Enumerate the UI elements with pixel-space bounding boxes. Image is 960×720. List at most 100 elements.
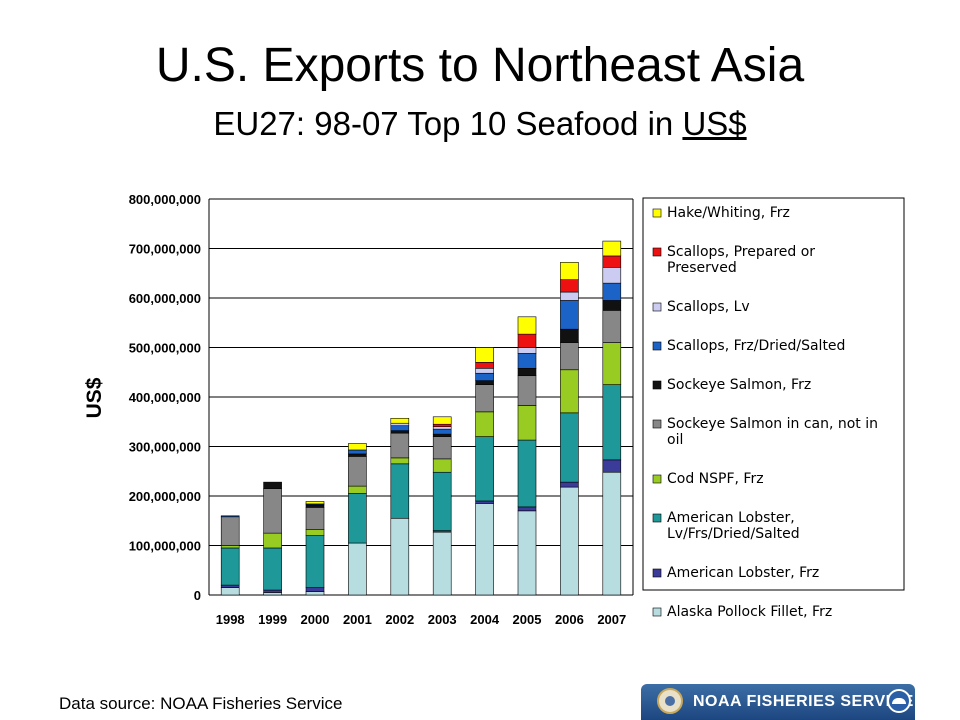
- x-tick-label: 2005: [513, 612, 542, 627]
- legend-label: Sockeye Salmon in can, not in oil: [667, 416, 878, 448]
- subtitle-currency: US$: [682, 105, 747, 142]
- bar-segment: [602, 384, 622, 461]
- legend-swatch: [652, 302, 662, 312]
- bar-segment: [517, 347, 537, 354]
- bar-segment: [305, 535, 325, 588]
- bar-segment: [517, 333, 537, 348]
- bar-segment: [263, 488, 282, 534]
- bar-segment: [560, 328, 579, 343]
- y-tick-label: 200,000,000: [129, 489, 201, 504]
- bar-segment: [390, 422, 410, 427]
- bar-segment: [602, 300, 622, 311]
- bar-segment: [475, 367, 494, 374]
- y-tick-label: 600,000,000: [129, 291, 201, 306]
- bar-segment: [220, 584, 240, 588]
- x-tick-label: 2007: [597, 612, 626, 627]
- legend-label: Scallops, Frz/Dried/Salted: [667, 338, 845, 354]
- x-axis-ticks: 1998 1999 2000 2001 2002 2003 2004 2005 2006 2007: [216, 612, 627, 627]
- y-axis-ticks: 0 100,000,000 200,000,000 300,000,000 400,00…: [129, 192, 201, 603]
- bar-segment: [348, 485, 367, 494]
- bar-segment: [517, 510, 537, 596]
- legend-swatch: [652, 513, 662, 523]
- bar-segment: [560, 279, 579, 293]
- legend-label: Scallops, Prepared or Preserved: [667, 244, 815, 276]
- bar-segment: [560, 342, 579, 371]
- bar-segment: [432, 426, 452, 430]
- bar-segment: [432, 531, 452, 596]
- bar-segment: [220, 547, 240, 586]
- noaa-logo-icon: [887, 689, 911, 713]
- bar-segment: [517, 353, 537, 369]
- legend-swatch: [652, 208, 662, 218]
- bar-segment: [348, 453, 367, 457]
- bar-segment: [475, 380, 494, 385]
- bar-segment: [305, 504, 325, 508]
- bar-segment: [475, 384, 494, 413]
- legend-swatch: [652, 568, 662, 578]
- legend-swatch: [652, 419, 662, 429]
- x-tick-label: 2000: [301, 612, 330, 627]
- data-source-note: Data source: NOAA Fisheries Service: [59, 694, 343, 713]
- bar-segment: [390, 417, 410, 424]
- bar-segment: [602, 459, 622, 473]
- legend-label: Alaska Pollock Fillet, Frz: [667, 604, 832, 620]
- bar-segment: [220, 516, 240, 546]
- x-tick-label: 2004: [470, 612, 500, 627]
- bar-segment: [305, 501, 325, 505]
- bar-segment: [602, 342, 622, 385]
- bar-segment: [475, 362, 494, 369]
- bar-segment: [602, 240, 622, 257]
- bar-segment: [560, 291, 579, 301]
- bar-segment: [432, 433, 452, 437]
- bar-segment: [348, 449, 367, 455]
- bar-segment: [390, 457, 410, 465]
- bar-segment: [560, 262, 579, 280]
- legend-swatch: [652, 607, 662, 617]
- subtitle-prefix: EU27: 98-07 Top 10 Seafood in: [213, 105, 683, 142]
- x-tick-label: 2002: [385, 612, 414, 627]
- bar-segment: [432, 471, 452, 531]
- bar-segment: [305, 591, 325, 596]
- bar-segment: [220, 587, 240, 596]
- y-axis-title: US$: [83, 377, 106, 418]
- commerce-seal-icon: [657, 688, 683, 714]
- bar-segment: [390, 430, 410, 434]
- legend-label: American Lobster, Lv/Frs/Dried/Salted: [667, 510, 800, 542]
- bar-segment: [432, 458, 452, 473]
- bar-segment: [432, 416, 452, 425]
- bar-segment: [560, 300, 579, 330]
- legend-swatch: [652, 341, 662, 351]
- bar-segment: [475, 411, 494, 437]
- y-tick-label: 800,000,000: [129, 192, 201, 207]
- bar-segment: [305, 587, 325, 592]
- legend-box: [642, 197, 905, 591]
- y-tick-label: 700,000,000: [129, 242, 201, 257]
- bar-segment: [517, 375, 537, 406]
- legend-label: Scallops, Lv: [667, 299, 750, 315]
- legend-label: Sockeye Salmon, Frz: [667, 377, 811, 393]
- bar-segment: [560, 369, 579, 414]
- legend-label: Hake/Whiting, Frz: [667, 205, 790, 221]
- bar-segment: [432, 428, 452, 435]
- bar-segment: [602, 255, 622, 268]
- bar-segment: [517, 439, 537, 508]
- bar-segment: [517, 405, 537, 441]
- bar-segment: [305, 529, 325, 536]
- bar-segment: [348, 443, 367, 451]
- noaa-banner: NOAA FISHERIES SERVICE: [641, 684, 915, 720]
- legend-swatch: [652, 247, 662, 257]
- bar-segment: [348, 493, 367, 544]
- bar-segment: [475, 503, 494, 596]
- y-tick-label: 500,000,000: [129, 341, 201, 356]
- bar-segment: [305, 507, 325, 530]
- x-tick-label: 2006: [555, 612, 584, 627]
- y-tick-label: 0: [194, 588, 201, 603]
- y-tick-label: 400,000,000: [129, 390, 201, 405]
- legend-label: Cod NSPF, Frz: [667, 471, 764, 487]
- chart-legend: Hake/Whiting, Frz Scallops, Prepared or Pr…: [652, 205, 878, 620]
- bar-segment: [602, 267, 622, 284]
- x-tick-label: 2003: [428, 612, 457, 627]
- x-tick-label: 1998: [216, 612, 245, 627]
- bar-segment: [602, 310, 622, 343]
